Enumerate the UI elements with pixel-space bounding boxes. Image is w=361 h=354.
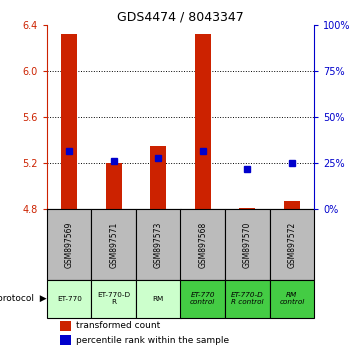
Bar xyxy=(225,209,270,280)
Bar xyxy=(180,209,225,280)
Text: ET-770-D
R: ET-770-D R xyxy=(97,292,130,305)
Bar xyxy=(225,280,270,318)
Bar xyxy=(91,209,136,280)
Text: GSM897569: GSM897569 xyxy=(65,221,74,268)
Bar xyxy=(239,208,255,209)
Text: GSM897573: GSM897573 xyxy=(154,221,163,268)
Text: GSM897568: GSM897568 xyxy=(198,221,207,268)
Bar xyxy=(47,209,91,280)
Text: GSM897571: GSM897571 xyxy=(109,221,118,268)
Bar xyxy=(47,280,91,318)
Bar xyxy=(180,280,225,318)
Text: GSM897570: GSM897570 xyxy=(243,221,252,268)
Bar xyxy=(60,335,71,346)
Text: RM: RM xyxy=(153,296,164,302)
Title: GDS4474 / 8043347: GDS4474 / 8043347 xyxy=(117,11,244,24)
Bar xyxy=(136,209,180,280)
Bar xyxy=(136,280,180,318)
Text: ET-770
control: ET-770 control xyxy=(190,292,216,305)
Text: protocol  ▶: protocol ▶ xyxy=(0,294,47,303)
Bar xyxy=(284,201,300,209)
Bar xyxy=(61,34,77,209)
Bar xyxy=(60,321,71,331)
Bar xyxy=(151,145,166,209)
Bar xyxy=(270,280,314,318)
Bar xyxy=(106,163,122,209)
Text: ET-770: ET-770 xyxy=(57,296,82,302)
Text: transformed count: transformed count xyxy=(76,321,161,330)
Bar xyxy=(195,34,210,209)
Text: percentile rank within the sample: percentile rank within the sample xyxy=(76,336,230,345)
Bar xyxy=(270,209,314,280)
Bar xyxy=(91,280,136,318)
Text: RM
control: RM control xyxy=(279,292,304,305)
Text: ET-770-D
R control: ET-770-D R control xyxy=(231,292,264,305)
Text: GSM897572: GSM897572 xyxy=(287,221,296,268)
